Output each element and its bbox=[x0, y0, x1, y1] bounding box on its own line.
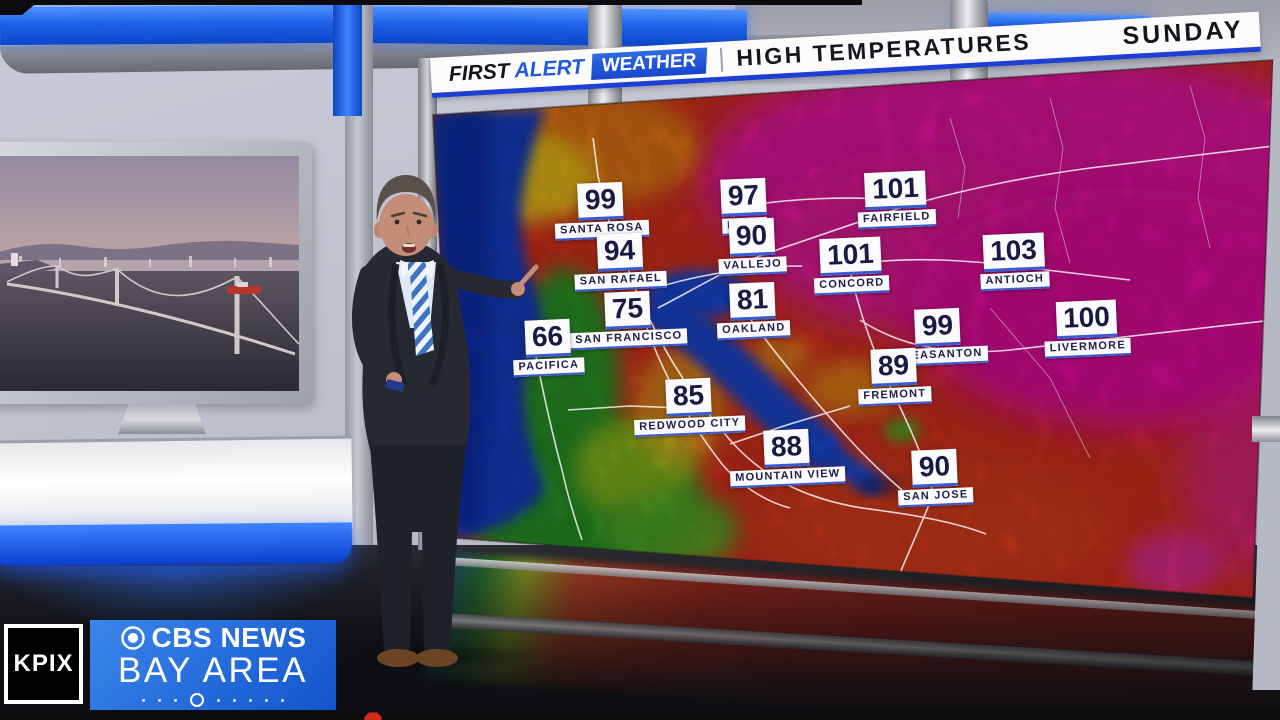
temp-value: 100 bbox=[1055, 299, 1118, 340]
temp-label-san-rafael: 94 SAN RAFAEL bbox=[573, 232, 668, 292]
temp-value: 103 bbox=[982, 232, 1045, 273]
temp-label-oakland: 81 OAKLAND bbox=[715, 281, 791, 341]
network-name: CBS NEWS bbox=[151, 622, 307, 653]
temp-label-fairfield: 101 FAIRFIELD bbox=[856, 170, 937, 230]
city-name: FREMONT bbox=[858, 386, 932, 407]
city-name: OAKLAND bbox=[716, 320, 791, 341]
city-name: MOUNTAIN VIEW bbox=[729, 466, 846, 489]
temp-label-fremont: 89 FREMONT bbox=[856, 347, 932, 407]
bay-bridge-scene bbox=[0, 156, 299, 391]
temp-value: 99 bbox=[914, 307, 961, 347]
temp-value: 75 bbox=[604, 290, 651, 330]
city-name: SAN RAFAEL bbox=[574, 270, 668, 292]
region-name: BAY AREA bbox=[118, 651, 308, 690]
temp-value: 101 bbox=[864, 170, 927, 211]
temp-value: 89 bbox=[870, 347, 917, 387]
led-strip-left bbox=[0, 4, 334, 46]
letterbox-bar bbox=[0, 710, 1280, 720]
city-name: SAN FRANCISCO bbox=[569, 328, 688, 351]
temp-label-antioch: 103 ANTIOCH bbox=[979, 232, 1050, 292]
city-name: VALLEJO bbox=[718, 256, 788, 277]
ring-dot-icon bbox=[190, 693, 204, 707]
temp-value: 99 bbox=[577, 181, 624, 221]
temp-value: 85 bbox=[665, 377, 712, 417]
temp-value: 81 bbox=[729, 281, 776, 321]
temp-label-mountain-view: 88 MOUNTAIN VIEW bbox=[728, 427, 846, 489]
city-name: CONCORD bbox=[813, 275, 890, 296]
temp-value: 101 bbox=[819, 236, 882, 277]
kpix-logo: KPIX bbox=[4, 624, 83, 704]
city-name: ANTIOCH bbox=[980, 271, 1050, 292]
temp-value: 97 bbox=[720, 177, 767, 217]
temp-label-concord: 101 CONCORD bbox=[812, 236, 890, 296]
city-name: SAN JOSE bbox=[897, 487, 974, 508]
cbs-news-line: CBS NEWS bbox=[120, 624, 307, 652]
temp-label-san-francisco: 75 SAN FRANCISCO bbox=[568, 289, 688, 351]
lit-shelf bbox=[0, 435, 353, 532]
shelf-led-glow bbox=[0, 522, 353, 566]
temp-value: 90 bbox=[911, 448, 958, 488]
cbs-eye-icon bbox=[120, 626, 145, 650]
temp-label-livermore: 100 LIVERMORE bbox=[1043, 299, 1132, 359]
top-edge-bar bbox=[0, 0, 862, 5]
temp-value: 90 bbox=[728, 217, 775, 257]
led-strip-center bbox=[361, 5, 748, 48]
wall-rail-right bbox=[1252, 416, 1280, 442]
temp-label-redwood-city: 85 REDWOOD CITY bbox=[632, 376, 746, 438]
kpix-callsign: KPIX bbox=[13, 650, 74, 677]
temp-label-santa-rosa: 99 SANTA ROSA bbox=[553, 181, 649, 241]
temp-value: 88 bbox=[763, 428, 810, 468]
monitor-stand bbox=[118, 404, 206, 434]
city-name: LIVERMORE bbox=[1044, 337, 1132, 359]
temp-label-vallejo: 90 VALLEJO bbox=[717, 217, 788, 277]
led-floor-reflection bbox=[0, 566, 352, 630]
city-name: FAIRFIELD bbox=[857, 209, 937, 230]
forecast-day: SUNDAY bbox=[1121, 15, 1245, 51]
temp-label-san-jose: 90 SAN JOSE bbox=[896, 448, 974, 508]
bay-bridge-monitor bbox=[0, 142, 312, 404]
temp-value: 94 bbox=[596, 232, 643, 272]
logo-dots bbox=[142, 693, 284, 707]
weather-map: FIRST ALERT WEATHER HIGH TEMPERATURES SU… bbox=[430, 11, 1275, 603]
led-column bbox=[333, 0, 362, 116]
cbs-news-bay-area-logo: CBS NEWS BAY AREA bbox=[90, 620, 336, 710]
weather-presenter bbox=[352, 175, 539, 667]
